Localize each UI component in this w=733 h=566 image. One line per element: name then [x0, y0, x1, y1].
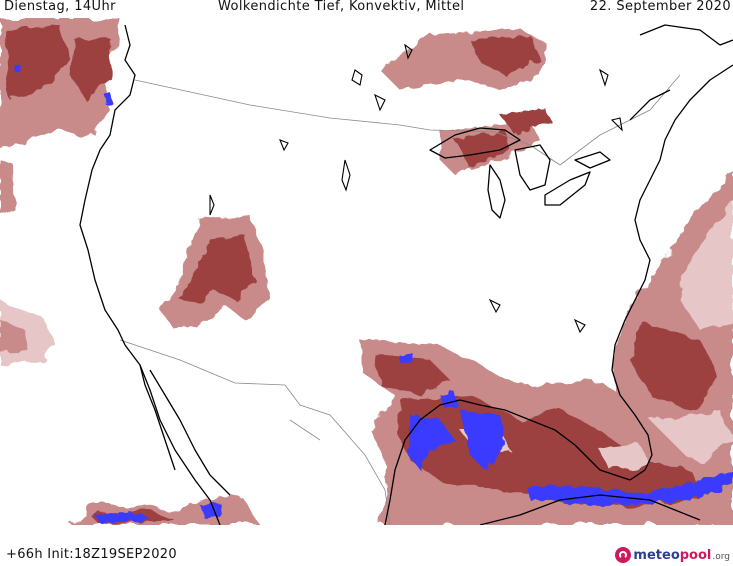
map-canvas	[0, 18, 733, 525]
small-lakes	[209, 43, 623, 334]
cloud-field-rockies	[160, 215, 270, 330]
meteopool-logo-icon	[615, 547, 632, 563]
logo-wordmark: meteopool	[633, 548, 711, 563]
logo-brand-a: meteo	[633, 547, 680, 563]
cloud-field-northwest	[0, 18, 120, 215]
great-lakes	[429, 127, 611, 219]
coastlines	[79, 24, 733, 525]
forecast-day-label: Dienstag, 14Uhr	[4, 0, 116, 14]
logo-brand-b: pool	[679, 547, 712, 563]
header-bar: Dienstag, 14Uhr Wolkendichte Tief, Konve…	[0, 0, 733, 18]
map-title: Wolkendichte Tief, Konvektiv, Mittel	[218, 0, 465, 14]
cloud-field-pacific-southwest	[0, 300, 55, 365]
cloud-field-canada	[380, 28, 552, 175]
forecast-date-label: 22. September 2020	[589, 0, 731, 14]
footer-bar: +66h Init:18Z19SEP2020 meteopool .org	[0, 525, 733, 566]
meteopool-logo[interactable]: meteopool .org	[615, 545, 730, 565]
cloud-density-map	[0, 18, 733, 525]
convective-cells	[14, 64, 733, 523]
model-run-label: +66h Init:18Z19SEP2020	[6, 547, 177, 562]
logo-tld: .org	[712, 552, 730, 562]
